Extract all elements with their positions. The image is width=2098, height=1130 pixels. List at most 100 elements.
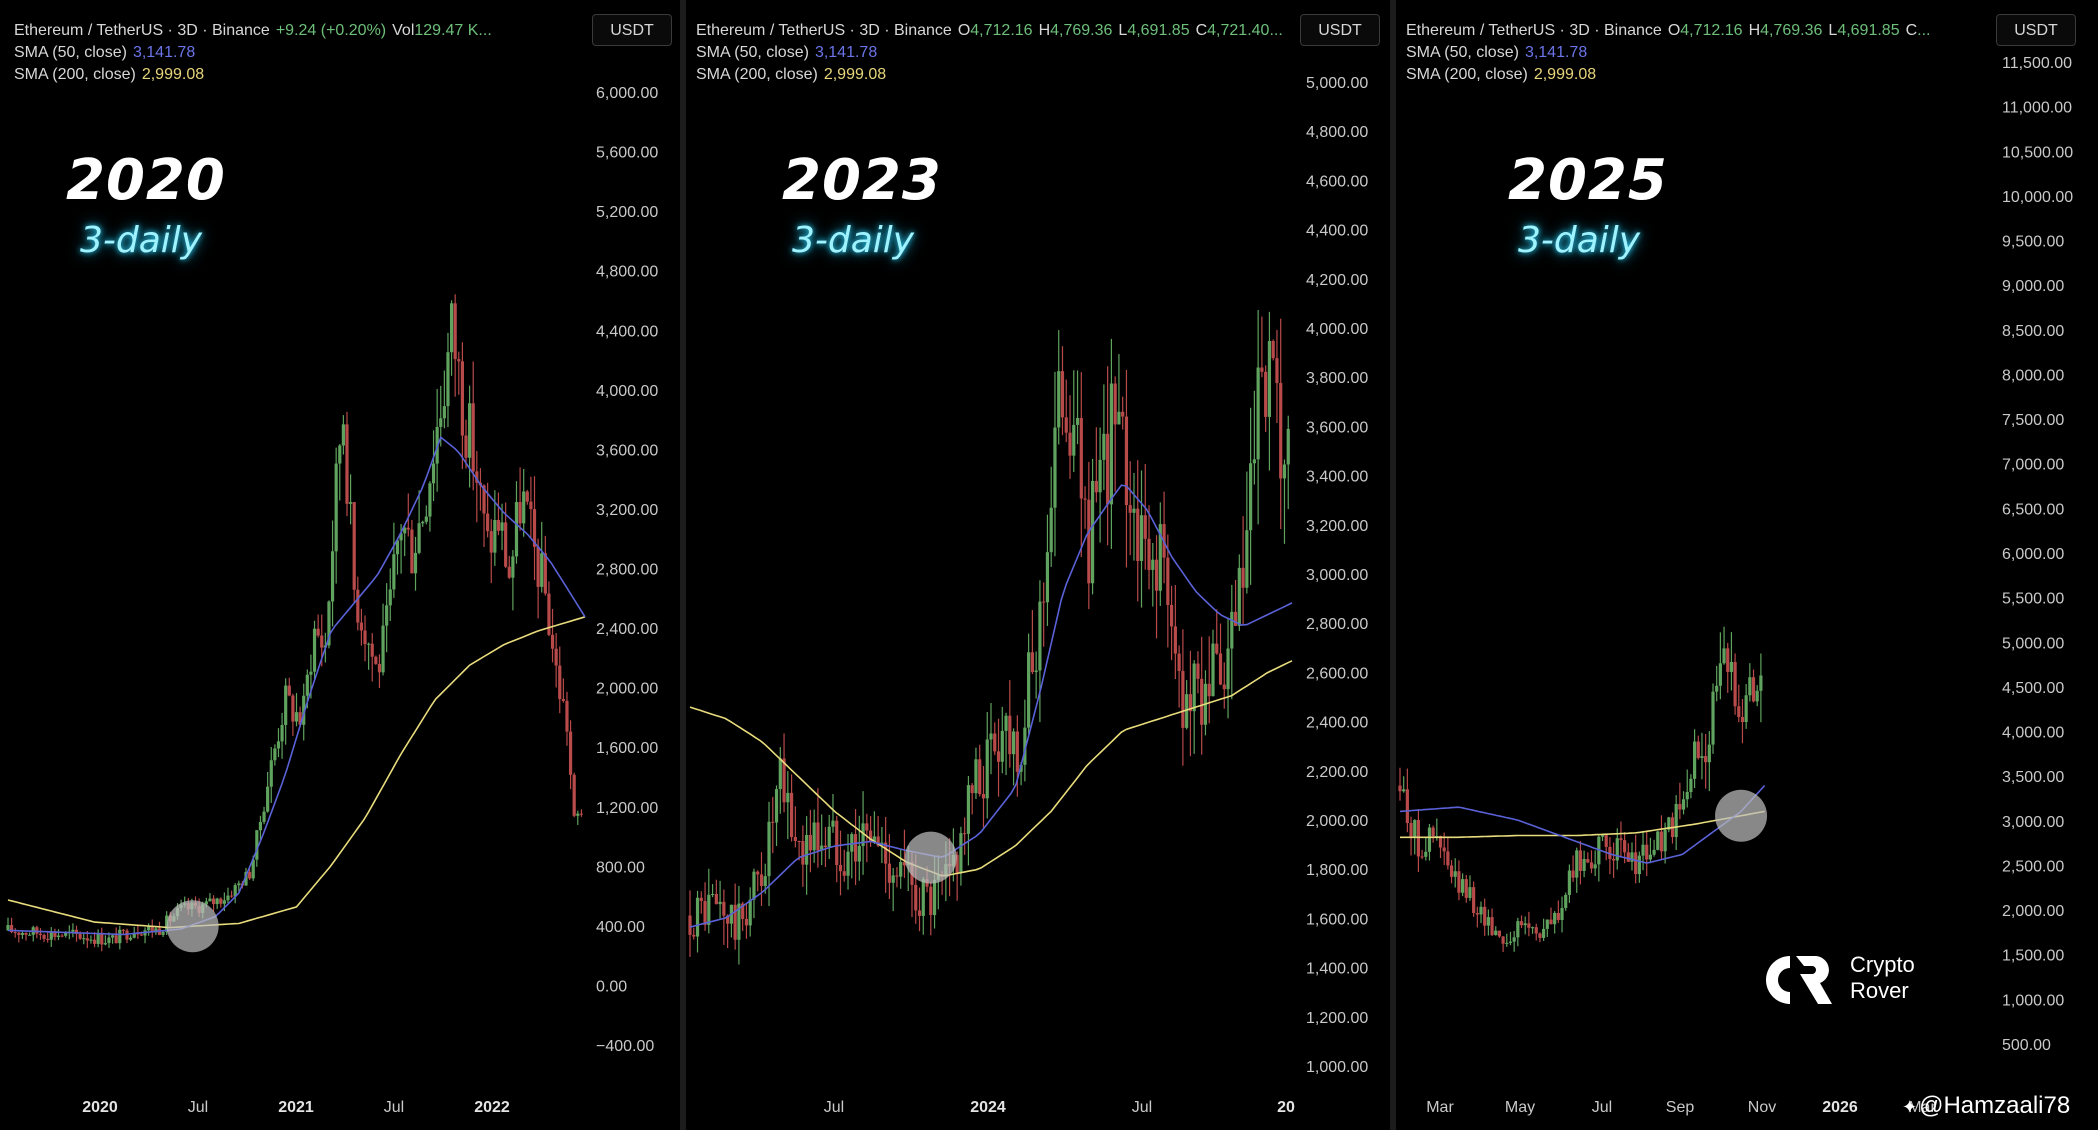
candle-body: [1245, 530, 1249, 588]
candle-body: [522, 491, 526, 524]
candle-body: [1008, 715, 1012, 755]
candle-body: [125, 930, 129, 940]
candle-body: [872, 836, 876, 842]
candle-body: [244, 872, 248, 886]
chart-panel-2025[interactable]: 11,500.00 11,000.00 10,500.00 10,000.00 9,50…: [1396, 0, 2098, 1130]
candle-body: [352, 502, 356, 590]
candle-body: [1494, 930, 1498, 936]
chart-canvas-2025[interactable]: 11,500.00 11,000.00 10,500.00 10,000.00 9,50…: [1396, 0, 2098, 1130]
y-tick-label: 2,600.00: [1306, 665, 1368, 682]
candle-body: [255, 830, 259, 860]
candle-body: [468, 403, 472, 458]
candle-body: [103, 943, 107, 945]
y-tick-label: 2,000.00: [596, 681, 658, 698]
chart-canvas-2023[interactable]: 5,000.00 4,800.00 4,600.00 4,400.00 4,200.00…: [686, 0, 1390, 1130]
y-tick-label: 3,500.00: [2002, 769, 2064, 786]
candle-body: [748, 899, 752, 926]
currency-button[interactable]: USDT: [592, 14, 672, 46]
candle-body: [211, 898, 216, 905]
candle-body: [805, 834, 809, 865]
candle-body: [1696, 741, 1700, 759]
candle-body: [1553, 912, 1557, 925]
candle-body: [959, 833, 963, 873]
year-title-2025: 2025: [1508, 148, 1668, 213]
candle-body: [251, 859, 255, 879]
low-label: L: [1828, 22, 1838, 39]
candle-body: [110, 935, 115, 938]
candle-body: [1718, 663, 1722, 686]
currency-button[interactable]: USDT: [1300, 14, 1380, 46]
y-tick-label: 4,800.00: [596, 264, 658, 281]
candle-body: [536, 546, 540, 587]
x-tick-label: 2020: [82, 1099, 118, 1116]
candle-body: [1413, 820, 1417, 838]
y-tick-label: 2,000.00: [1306, 813, 1368, 830]
candle-body: [1049, 507, 1053, 553]
candle-body: [529, 501, 533, 510]
candle-body: [579, 813, 583, 815]
candle-body: [82, 938, 86, 940]
candle-body: [381, 625, 385, 673]
candle-body: [1166, 557, 1170, 605]
x-tick-label: 2021: [278, 1099, 314, 1116]
open-label: O: [957, 22, 971, 39]
chart-canvas-2020[interactable]: 6,000.00 5,600.00 5,200.00 4,800.00 4,400.00…: [0, 0, 680, 1130]
candle-body: [431, 463, 436, 484]
y-tick-label: 6,000.00: [596, 85, 658, 102]
x-tick-label: 2026: [1822, 1099, 1858, 1116]
candle-body: [1200, 678, 1204, 725]
chart-panel-2023[interactable]: 5,000.00 4,800.00 4,600.00 4,400.00 4,200.00…: [686, 0, 1390, 1130]
y-tick-label: 4,600.00: [1306, 173, 1368, 190]
watermark-handle: ✦@Hamzaali78: [1902, 1092, 2070, 1120]
candle-body: [464, 435, 468, 458]
y-tick-label: 6,500.00: [2002, 501, 2064, 518]
candle-body: [482, 485, 486, 514]
candle-body: [1567, 870, 1571, 895]
currency-button[interactable]: USDT: [1996, 14, 2076, 46]
y-tick-label: 3,200.00: [596, 502, 658, 519]
candle-body: [1075, 418, 1080, 425]
candle-body: [147, 926, 151, 931]
y-tick-label: 2,400.00: [1306, 715, 1368, 732]
candle-body: [107, 937, 111, 944]
candle-body: [1045, 552, 1050, 603]
candle-body: [707, 894, 711, 925]
candle-body: [710, 894, 715, 896]
candle-body: [572, 774, 576, 816]
candle-body: [78, 933, 82, 939]
sma50-value: 3,141.78: [1524, 44, 1588, 61]
candle-body: [1222, 684, 1226, 690]
candle-body: [1398, 785, 1402, 792]
candle-body: [1623, 840, 1627, 853]
panel-divider[interactable]: [680, 0, 686, 1130]
candle-body: [989, 733, 993, 740]
candle-body: [974, 759, 978, 794]
candle-body: [820, 845, 824, 851]
candle-body: [1700, 756, 1704, 759]
candle-body: [812, 822, 816, 851]
candle-body: [1615, 838, 1619, 861]
candle-body: [1589, 862, 1594, 869]
watermark-icon: ✦: [1902, 1097, 1918, 1117]
candle-body: [161, 931, 165, 935]
candle-body: [1173, 626, 1177, 654]
candle-body: [816, 822, 820, 851]
chart-panel-2020[interactable]: 6,000.00 5,600.00 5,200.00 4,800.00 4,400.00…: [0, 0, 680, 1130]
y-tick-label: 8,000.00: [2002, 367, 2064, 384]
high-value: 4,769.36: [1050, 22, 1113, 39]
candle-body: [1109, 383, 1113, 505]
candle-body: [489, 531, 493, 553]
candle-body: [1475, 913, 1479, 915]
candle-body: [204, 901, 208, 905]
candle-body: [219, 898, 223, 904]
candle-body: [1634, 852, 1638, 875]
candle-body: [1600, 835, 1605, 837]
candle-body: [1461, 879, 1465, 893]
candle-body: [486, 513, 490, 532]
y-tick-label: 1,600.00: [1306, 911, 1368, 928]
candle-body: [692, 934, 696, 937]
candle-body: [565, 700, 569, 732]
panel-divider[interactable]: [1390, 0, 1396, 1130]
y-tick-label: 1,000.00: [1306, 1059, 1368, 1076]
candle-body: [226, 895, 230, 901]
